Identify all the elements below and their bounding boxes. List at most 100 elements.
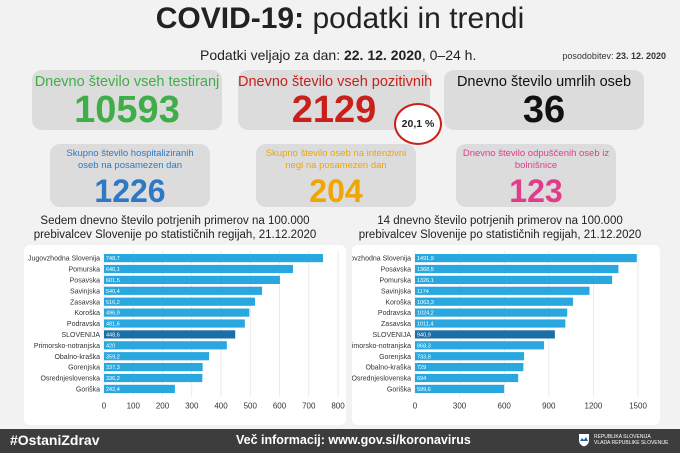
bar — [104, 264, 293, 274]
category-label: Pomurska — [379, 278, 411, 285]
positive-label: Dnevno število vseh pozitivnih — [238, 74, 433, 90]
footer-bar: #OstaniZdrav Več informacij: www.gov.si/… — [0, 429, 680, 453]
bar-value-label: 868,3 — [417, 343, 431, 349]
bar — [104, 297, 255, 306]
category-label: SLOVENIJA — [372, 332, 411, 339]
category-label: Savinjska — [381, 288, 411, 295]
updated-line: posodobitev: 23. 12. 2020 — [562, 51, 666, 61]
bar-value-label: 1024,2 — [417, 311, 434, 317]
gov-label: Republika Slovenija Vlada Republike Slov… — [594, 434, 668, 446]
gov-line-2: Vlada Republike Slovenije — [594, 440, 669, 446]
category-label: Gorenjska — [68, 365, 100, 372]
category-label: Zasavska — [70, 299, 100, 306]
bar — [104, 254, 323, 263]
chart-14day-panel: 0 300 600 900 1200 1500 Jugovzhodna Slovenija 1… — [339, 245, 660, 425]
hashtag: #OstaniZdrav — [10, 432, 100, 448]
data-date-line: Podatki veljajo za dan: 22. 12. 2020, 0–… — [200, 47, 476, 63]
icu-label: Skupno število oseb na intenzivni negi n… — [265, 148, 407, 171]
chart-7day-svg: 0 100 200 300 400 500 600 700 800 Jugovzhodna Slo… — [28, 251, 345, 411]
subtitle-suffix: , 0–24 h. — [421, 47, 477, 63]
bar — [104, 341, 227, 350]
category-label: Osrednjeslovenska — [352, 376, 411, 383]
category-label: Pomurska — [68, 267, 100, 274]
hospitalized-value: 1226 — [94, 173, 166, 209]
bar-value-label: 448,6 — [106, 333, 120, 339]
bar — [415, 275, 613, 284]
bar-value-label: 1326,1 — [417, 278, 434, 284]
bar-value-label: 481,6 — [106, 322, 120, 328]
icu-value: 204 — [309, 173, 363, 209]
bar-value-label: 694 — [417, 376, 426, 382]
info-link[interactable]: Več informacij: www.gov.si/koronavirus — [236, 433, 471, 447]
chart-14day-title: 14 dnevno število potrjenih primerov na … — [358, 215, 642, 241]
bar-value-label: 1368,5 — [417, 267, 434, 273]
x-tick-label: 0 — [102, 402, 107, 411]
x-tick-label: 700 — [302, 402, 316, 411]
bar-value-label: 940,9 — [417, 333, 431, 339]
bar — [104, 286, 263, 295]
updated-prefix: posodobitev: — [562, 51, 616, 61]
bar-value-label: 420 — [106, 343, 115, 349]
bar — [415, 308, 568, 317]
category-label: Jugovzhodna Slovenija — [28, 256, 100, 263]
category-label: Obalno-kraška — [365, 365, 411, 372]
bar-value-label: 601,5 — [106, 278, 120, 284]
bar — [104, 319, 245, 328]
icu-card: Skupno število oseb na intenzivni negi n… — [256, 144, 416, 209]
hospitalized-card: Skupno število hospitaliziranih oseb na … — [50, 144, 210, 209]
bar-value-label: 359,2 — [106, 354, 120, 360]
category-label: Posavska — [381, 267, 411, 274]
category-label: Obalno-kraška — [54, 354, 100, 361]
chart-7day-panel: 0 100 200 300 400 500 600 700 800 Jugovzhodna Slo… — [24, 245, 346, 425]
bar — [415, 254, 637, 263]
bar — [415, 286, 590, 295]
category-label: Koroška — [74, 310, 100, 317]
x-tick-label: 300 — [453, 402, 467, 411]
government-crest-icon — [579, 434, 589, 447]
page-title: COVID-19: podatki in trendi — [0, 2, 680, 36]
x-tick-label: 300 — [185, 402, 199, 411]
bar — [104, 352, 210, 361]
positive-percent-badge: 20,1 % — [394, 103, 442, 145]
deaths-card: Dnevno število umrlih oseb 36 — [444, 70, 644, 130]
bar-value-label: 729 — [417, 365, 426, 371]
tested-card: Dnevno število vseh testiranj 10593 — [32, 70, 222, 130]
x-tick-label: 1200 — [585, 402, 603, 411]
bar — [415, 297, 574, 306]
category-label: Gorenjska — [379, 354, 411, 361]
bar-value-label: 748,7 — [106, 256, 120, 262]
bar — [104, 373, 203, 383]
x-tick-label: 600 — [498, 402, 512, 411]
x-tick-label: 900 — [542, 402, 556, 411]
updated-date: 23. 12. 2020 — [615, 51, 666, 61]
category-label: Zasavska — [381, 321, 411, 328]
bar — [104, 330, 236, 339]
bar — [415, 330, 555, 339]
category-label: Koroška — [385, 299, 411, 306]
bar — [415, 319, 566, 328]
x-tick-label: 500 — [244, 402, 258, 411]
bar-value-label: 1011,4 — [417, 322, 433, 328]
chart-7day-title: Sedem dnevno število potrjenih primerov … — [33, 215, 317, 241]
x-tick-label: 200 — [156, 402, 170, 411]
discharged-card: Dnevno število odpuščenih oseb iz bolniš… — [456, 144, 616, 208]
discharged-label: Dnevno število odpuščenih oseb iz bolniš… — [462, 148, 610, 171]
x-tick-label: 400 — [214, 402, 228, 411]
category-label: Jugovzhodna Slovenija — [352, 256, 411, 263]
bar-value-label: 1174 — [417, 289, 429, 295]
x-tick-label: 800 — [331, 402, 345, 411]
tested-label: Dnevno število vseh testiranj — [34, 74, 220, 90]
category-label: SLOVENIJA — [61, 332, 100, 339]
category-label: Podravska — [378, 310, 411, 317]
x-tick-label: 600 — [273, 402, 287, 411]
bar-value-label: 496,9 — [106, 311, 120, 317]
deaths-label: Dnevno število umrlih oseb — [456, 74, 632, 90]
tested-value: 10593 — [74, 89, 180, 131]
bar-value-label: 242,4 — [106, 387, 120, 393]
title-bold: COVID-19: — [155, 2, 305, 35]
positive-card: Dnevno število vseh pozitivnih 2129 — [238, 70, 433, 130]
bar — [104, 384, 175, 393]
bar-value-label: 733,8 — [417, 354, 431, 360]
bar-value-label: 336,2 — [106, 376, 120, 382]
category-label: Primorsko-notranjska — [352, 343, 411, 350]
